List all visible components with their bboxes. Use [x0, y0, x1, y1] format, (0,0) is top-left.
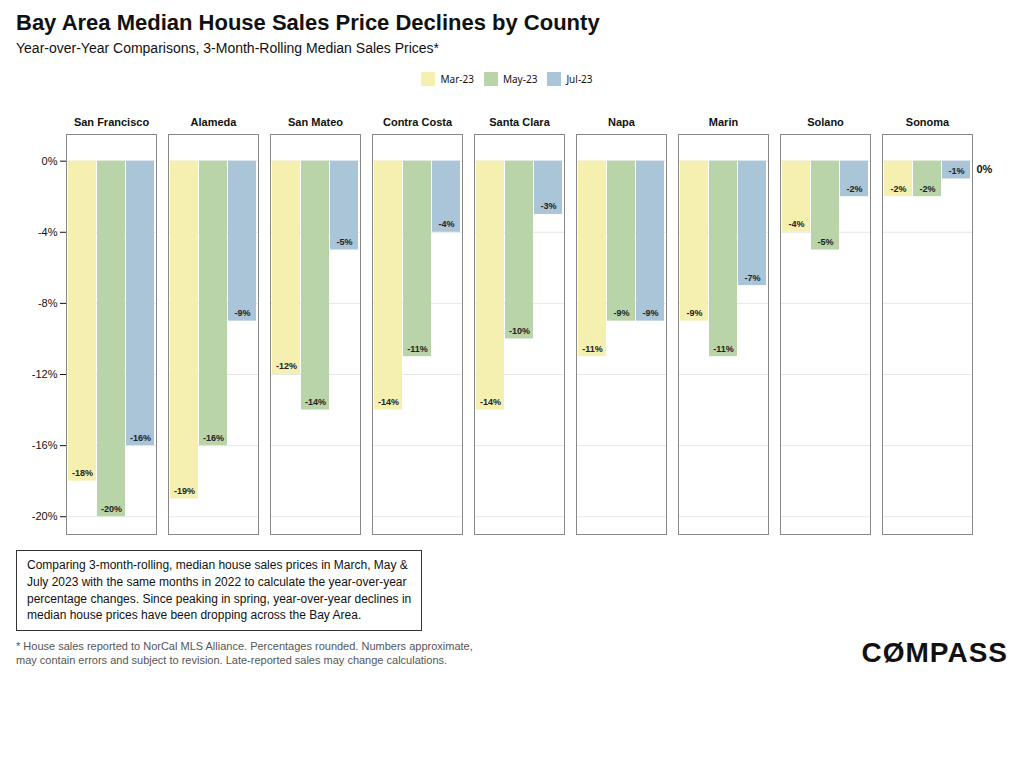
svg-text:Contra Costa: Contra Costa	[383, 116, 453, 128]
svg-text:-2%: -2%	[846, 184, 862, 194]
svg-text:-16%: -16%	[130, 432, 151, 442]
svg-text:-20%: -20%	[32, 510, 58, 522]
svg-text:-5%: -5%	[817, 237, 833, 247]
svg-text:Alameda: Alameda	[191, 116, 238, 128]
svg-text:-11%: -11%	[582, 344, 603, 354]
svg-text:Solano: Solano	[807, 116, 844, 128]
html-text:* House sales reported to NorC: * House sales reported to NorCal MLS All…	[16, 639, 473, 667]
svg-text:-18%: -18%	[72, 468, 93, 478]
svg-text:-9%: -9%	[686, 308, 702, 318]
svg-text:0%: 0%	[42, 155, 58, 167]
svg-text:-19%: -19%	[174, 486, 195, 496]
svg-text:-11%: -11%	[407, 344, 428, 354]
html-text:Comparing 3-month-rolling, med: Comparing 3-month-rolling, median house …	[27, 558, 412, 623]
svg-text:-16%: -16%	[32, 439, 58, 451]
svg-text:Sonoma: Sonoma	[906, 116, 950, 128]
svg-text:-16%: -16%	[203, 432, 224, 442]
svg-text:-9%: -9%	[642, 308, 658, 318]
svg-text:-4%: -4%	[38, 226, 58, 238]
svg-text:-14%: -14%	[480, 397, 501, 407]
svg-text:-12%: -12%	[276, 361, 297, 371]
svg-text:-5%: -5%	[336, 237, 352, 247]
svg-text:San Francisco: San Francisco	[74, 116, 149, 128]
svg-text:Santa Clara: Santa Clara	[489, 116, 550, 128]
svg-text:-11%: -11%	[713, 344, 734, 354]
svg-text:-8%: -8%	[38, 297, 58, 309]
svg-text:-2%: -2%	[890, 184, 906, 194]
html-text:Jul-23: Jul-23	[566, 71, 593, 86]
svg-text:-10%: -10%	[509, 326, 530, 336]
svg-text:-20%: -20%	[101, 504, 122, 514]
svg-text:-4%: -4%	[788, 219, 804, 229]
html-text:Bay Area Median House Sales Pr: Bay Area Median House Sales Price Declin…	[16, 10, 600, 35]
svg-text:San Mateo: San Mateo	[288, 116, 343, 128]
svg-text:-1%: -1%	[948, 166, 964, 176]
html-text:May-23: May-23	[502, 71, 538, 86]
svg-text:-4%: -4%	[438, 219, 454, 229]
svg-text:-14%: -14%	[378, 397, 399, 407]
svg-text:0%: 0%	[977, 163, 993, 175]
svg-text:-14%: -14%	[305, 397, 326, 407]
svg-text:-2%: -2%	[919, 184, 935, 194]
svg-text:Napa: Napa	[608, 116, 636, 128]
svg-text:-7%: -7%	[744, 272, 760, 282]
svg-text:-9%: -9%	[234, 308, 250, 318]
html-text:Mar-23: Mar-23	[440, 71, 474, 86]
svg-text:-3%: -3%	[540, 201, 556, 211]
html-text:CØMPASS: CØMPASS	[861, 637, 1008, 669]
html-text:Year-over-Year Comparisons, 3-: Year-over-Year Comparisons, 3-Month-Roll…	[16, 40, 440, 56]
svg-text:Marin: Marin	[709, 116, 739, 128]
svg-text:-9%: -9%	[613, 308, 629, 318]
svg-text:-12%: -12%	[32, 368, 58, 380]
